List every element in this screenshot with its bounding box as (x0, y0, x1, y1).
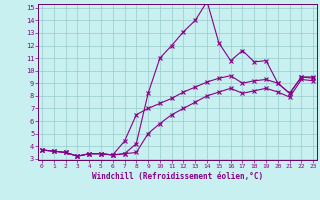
X-axis label: Windchill (Refroidissement éolien,°C): Windchill (Refroidissement éolien,°C) (92, 172, 263, 181)
